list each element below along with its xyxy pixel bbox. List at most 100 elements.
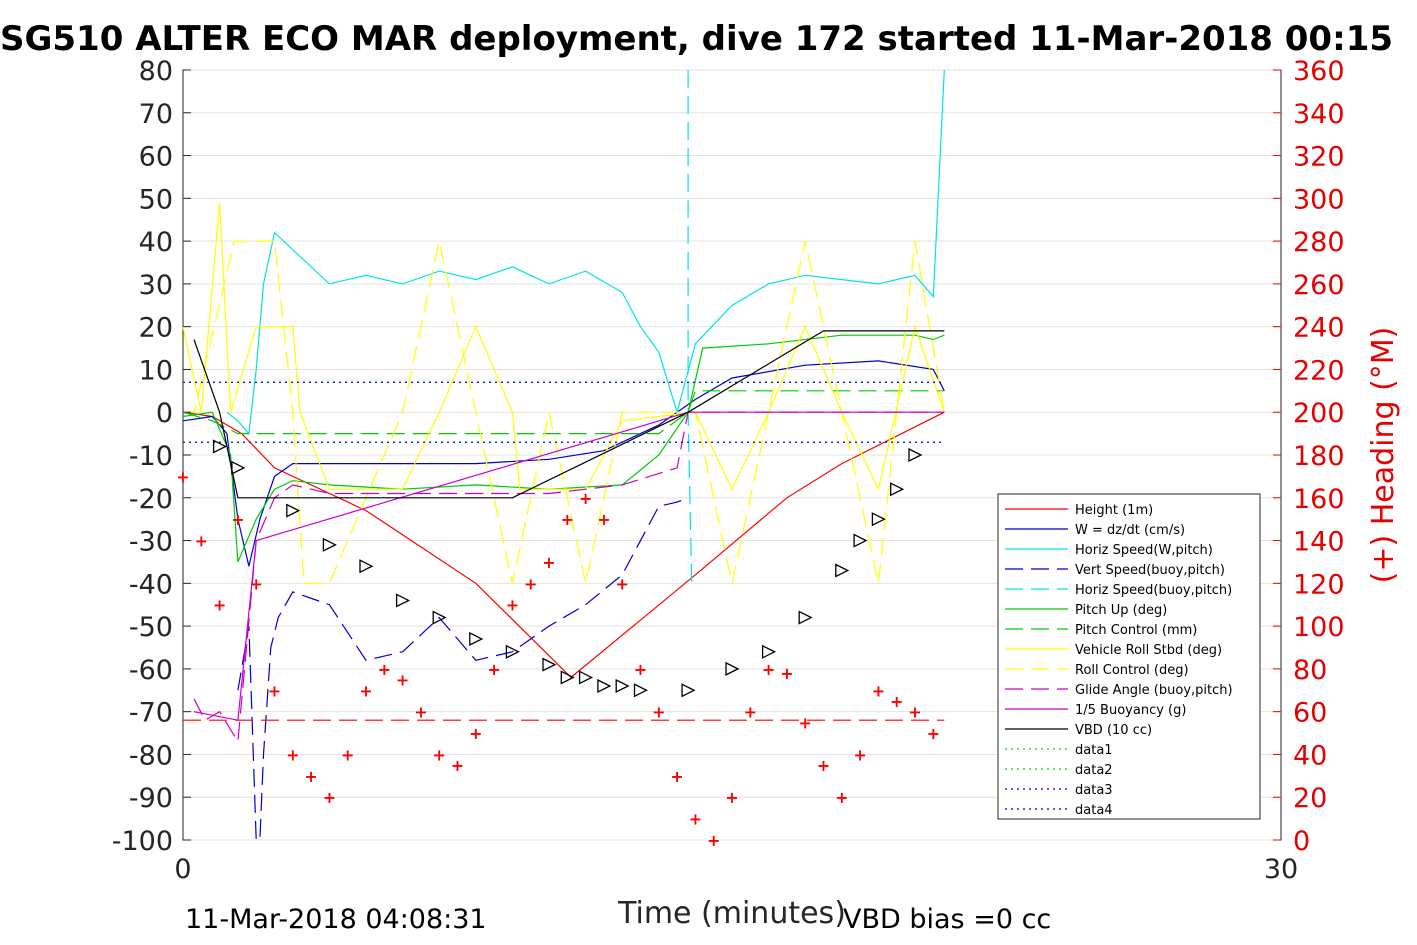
timestamp-footer: 11-Mar-2018 04:08:31	[185, 904, 487, 935]
heading-point: +	[506, 596, 519, 615]
heading-point: +	[835, 788, 848, 807]
heading-point: +	[396, 671, 409, 690]
heading-point: +	[561, 510, 574, 529]
heading-point: +	[634, 660, 647, 679]
depth-marker	[286, 503, 301, 518]
series-line	[182, 411, 945, 679]
heading-point: +	[359, 681, 372, 700]
heading-point: +	[487, 660, 500, 679]
x-axis: 0 30	[174, 854, 1298, 885]
y-tick-left: -90	[129, 783, 173, 814]
heading-point: +	[744, 703, 757, 722]
y-tick-right: 220	[1293, 355, 1345, 386]
heading-point: +	[652, 703, 665, 722]
y-tick-right: 60	[1293, 698, 1327, 729]
series-line	[226, 69, 945, 436]
y-tick-right: 140	[1293, 527, 1345, 558]
y-tick-right: 80	[1293, 655, 1327, 686]
legend-label: Horiz Speed(W,pitch)	[1075, 543, 1213, 558]
series-line	[193, 411, 945, 744]
legend-label: 1/5 Buoyancy (g)	[1075, 703, 1186, 718]
legend-label: Pitch Up (deg)	[1075, 603, 1167, 618]
y-tick-right: 200	[1293, 398, 1345, 429]
depth-marker	[578, 670, 594, 685]
series-layer	[182, 69, 945, 841]
y-tick-left: 50	[139, 184, 173, 215]
legend: Height (1m) W = dz/dt (cm/s) Horiz Speed(W…	[997, 493, 1261, 820]
legend-label: W = dz/dt (cm/s)	[1075, 523, 1185, 538]
heading-point: +	[451, 756, 464, 775]
y-tick-left: -10	[129, 441, 173, 472]
legend-label: data1	[1075, 743, 1113, 758]
y-tick-right: 280	[1293, 227, 1345, 258]
y-tick-right: 120	[1293, 569, 1345, 600]
depth-marker	[212, 439, 228, 454]
x-tick: 30	[1264, 854, 1298, 885]
x-axis-label: Time (minutes)	[617, 896, 846, 931]
legend-label: Vert Speed(buoy,pitch)	[1075, 563, 1225, 578]
heading-point: +	[927, 724, 940, 743]
depth-marker	[359, 559, 374, 574]
series-line	[182, 202, 945, 492]
heading-point: +	[579, 489, 592, 508]
depth-marker	[890, 482, 905, 497]
y-tick-right: 0	[1293, 826, 1310, 857]
heading-point: +	[542, 553, 555, 572]
depth-marker	[761, 644, 777, 659]
depth-marker	[615, 678, 630, 694]
heading-point: +	[231, 510, 244, 529]
series-line	[183, 240, 945, 584]
grid	[183, 69, 1281, 841]
y-tick-right: 300	[1293, 184, 1345, 215]
series-line	[237, 497, 689, 841]
y-tick-left: 20	[139, 313, 173, 344]
heading-point: +	[213, 596, 226, 615]
legend-label: Glide Angle (buoy,pitch)	[1075, 683, 1233, 698]
series-line	[182, 334, 945, 563]
y-tick-left: -100	[112, 826, 173, 857]
heading-layer: + + + + + + + + + + + + + + + + + + + + + + + + + + + + + + + + + + + + + + + +…	[176, 467, 940, 850]
depth-marker	[395, 593, 411, 608]
heading-point: +	[615, 574, 628, 593]
heading-point: +	[908, 703, 921, 722]
y-tick-left: 30	[139, 270, 173, 301]
depth-marker	[469, 631, 484, 646]
heading-point: +	[780, 664, 793, 683]
y-tick-left: -60	[129, 655, 173, 686]
y-tick-right: 100	[1293, 612, 1345, 643]
depth-marker	[560, 670, 575, 685]
y-axis-right-label: (+) Heading (°M)	[1366, 327, 1401, 584]
depth-marker	[231, 460, 246, 475]
chart-title: SG510 ALTER ECO MAR deployment, dive 172…	[0, 19, 1393, 59]
y-tick-left: 0	[156, 398, 173, 429]
y-tick-left: 40	[139, 227, 173, 258]
heading-point: +	[853, 745, 866, 764]
depth-marker	[835, 563, 850, 578]
heading-point: +	[286, 745, 299, 764]
heading-point: +	[762, 660, 775, 679]
y-tick-left: -80	[129, 740, 173, 771]
heading-point: +	[689, 810, 702, 829]
legend-label: Roll Control (deg)	[1075, 663, 1189, 678]
y-tick-right: 240	[1293, 313, 1345, 344]
depth-marker	[597, 678, 612, 694]
y-tick-right: 180	[1293, 441, 1345, 472]
heading-point: +	[176, 467, 189, 486]
depth-marker	[322, 537, 337, 552]
y-tick-right: 320	[1293, 142, 1345, 173]
y-tick-left: 80	[139, 56, 173, 87]
y-tick-left: 70	[139, 99, 173, 130]
depth-marker	[908, 447, 923, 463]
series-line	[193, 330, 945, 499]
heading-point: +	[414, 703, 427, 722]
y-tick-left: -30	[129, 527, 173, 558]
depth-marker	[681, 683, 696, 698]
heading-point: +	[469, 724, 482, 743]
heading-point: +	[707, 831, 720, 850]
heading-point: +	[341, 745, 354, 764]
depth-marker	[798, 610, 813, 625]
depth-marker	[542, 657, 557, 672]
heading-point: +	[890, 692, 903, 711]
depth-marker	[505, 644, 520, 659]
